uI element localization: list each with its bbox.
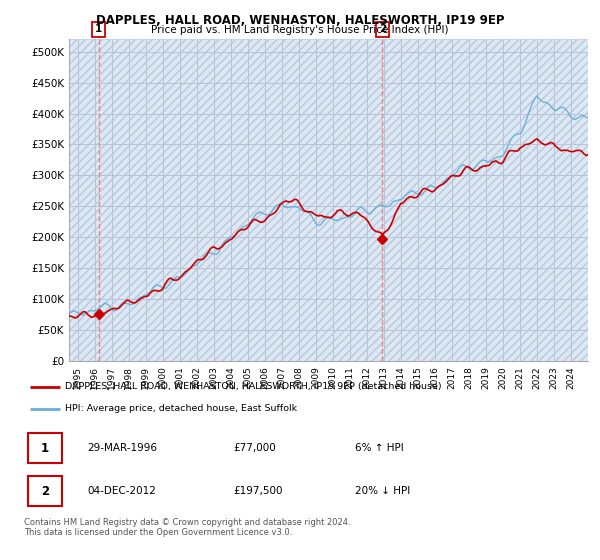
Text: 6% ↑ HPI: 6% ↑ HPI	[355, 443, 404, 453]
Text: 29-MAR-1996: 29-MAR-1996	[88, 443, 157, 453]
Text: 1: 1	[41, 441, 49, 455]
FancyBboxPatch shape	[28, 476, 62, 506]
Text: Price paid vs. HM Land Registry's House Price Index (HPI): Price paid vs. HM Land Registry's House …	[151, 25, 449, 35]
Text: 2: 2	[41, 484, 49, 498]
Text: DAPPLES, HALL ROAD, WENHASTON, HALESWORTH, IP19 9EP (detached house): DAPPLES, HALL ROAD, WENHASTON, HALESWORT…	[65, 382, 442, 391]
Text: 1: 1	[95, 25, 102, 34]
FancyBboxPatch shape	[28, 433, 62, 463]
Text: 04-DEC-2012: 04-DEC-2012	[88, 486, 157, 496]
Text: £77,000: £77,000	[234, 443, 277, 453]
Text: Contains HM Land Registry data © Crown copyright and database right 2024.
This d: Contains HM Land Registry data © Crown c…	[24, 518, 350, 538]
Text: HPI: Average price, detached house, East Suffolk: HPI: Average price, detached house, East…	[65, 404, 298, 413]
Text: £197,500: £197,500	[234, 486, 283, 496]
Text: 20% ↓ HPI: 20% ↓ HPI	[355, 486, 410, 496]
Text: DAPPLES, HALL ROAD, WENHASTON, HALESWORTH, IP19 9EP: DAPPLES, HALL ROAD, WENHASTON, HALESWORT…	[96, 14, 504, 27]
Text: 2: 2	[379, 25, 386, 34]
Bar	[69, 39, 588, 361]
